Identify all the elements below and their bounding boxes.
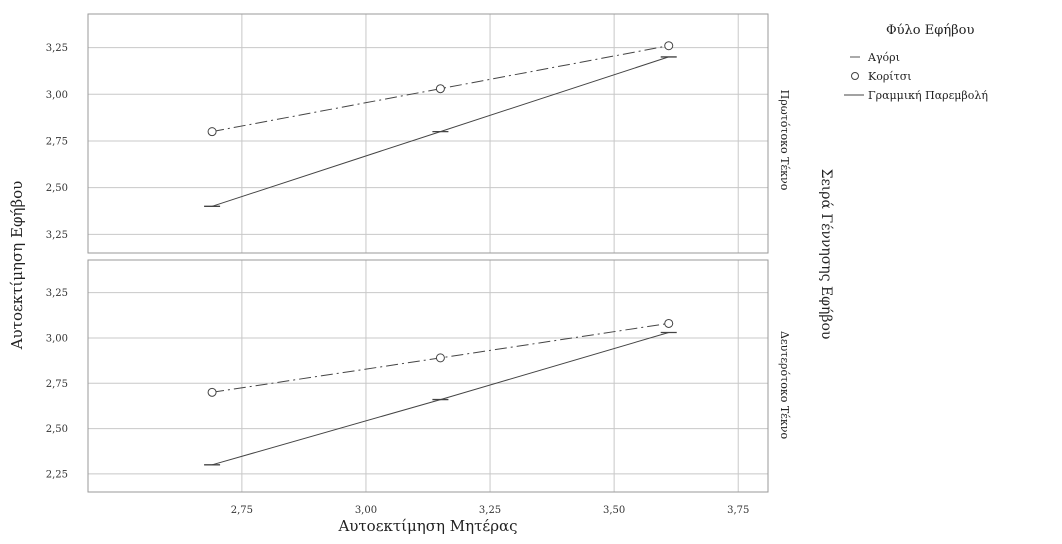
data-point-girl-top-1 [435,84,445,94]
legend-title: Φύλο Εφήβου [886,23,974,38]
panel-label-top: Πρωτότοκο Τέκνο [778,90,791,191]
facet-axis-title: Σειρά Γέννησης Εφήβου [818,169,835,340]
series-line-boy-bottom [211,332,669,466]
y-tick-label-top-1: 2,50 [46,183,68,194]
y-tick-label-bottom-1: 2,50 [46,424,68,435]
data-point-girl-top-0 [207,127,217,137]
x-tick-label-1: 3,00 [355,505,377,516]
y-tick-label-top-4: 3,25 [46,43,68,54]
x-tick-label-2: 3,25 [479,505,501,516]
y-tick-label-top-0: 3,25 [46,230,68,241]
data-point-girl-bottom-2 [664,318,674,328]
panel-frame-top [87,13,769,254]
data-point-girl-bottom-0 [207,387,217,397]
y-tick-label-top-2: 2,75 [46,136,68,147]
legend-item-boy: Αγόρι [867,51,900,64]
x-axis-title: Αυτοεκτίμηση Μητέρας [337,517,517,535]
series-line-girl-top [212,45,669,133]
data-marks [204,41,677,466]
legend-item-fit: Γραμμική Παρεμβολή [868,89,988,102]
plot-frames [87,13,769,493]
data-point-girl-top-2 [664,41,674,51]
legend-item-girl: Κορίτσι [868,70,912,83]
y-tick-label-top-3: 3,00 [46,90,68,101]
data-point-girl-bottom-1 [435,353,445,363]
x-tick-label-3: 3,50 [603,505,625,516]
legend: Φύλο Εφήβου Αγόρι Κορίτσι Γραμμική Παρεμ… [844,23,988,102]
tick-labels: 3,25 2,50 2,75 3,00 3,25 2,25 2,50 2,75 3,00 3,25… [46,43,750,516]
panel-frame-bottom [87,259,769,493]
y-axis-title: Αυτοεκτίμηση Εφήβου [8,181,26,351]
legend-symbol-circle [851,72,859,80]
y-tick-label-bottom-4: 3,25 [46,288,68,299]
y-tick-label-bottom-2: 2,75 [46,379,68,390]
panel-label-bottom: Δευτερότοκο Τέκνο [778,331,791,440]
x-tick-label-4: 3,75 [727,505,749,516]
gridlines [88,14,768,492]
x-tick-label-0: 2,75 [231,505,253,516]
y-tick-label-bottom-3: 3,00 [46,333,68,344]
y-tick-label-bottom-0: 2,25 [46,469,68,480]
